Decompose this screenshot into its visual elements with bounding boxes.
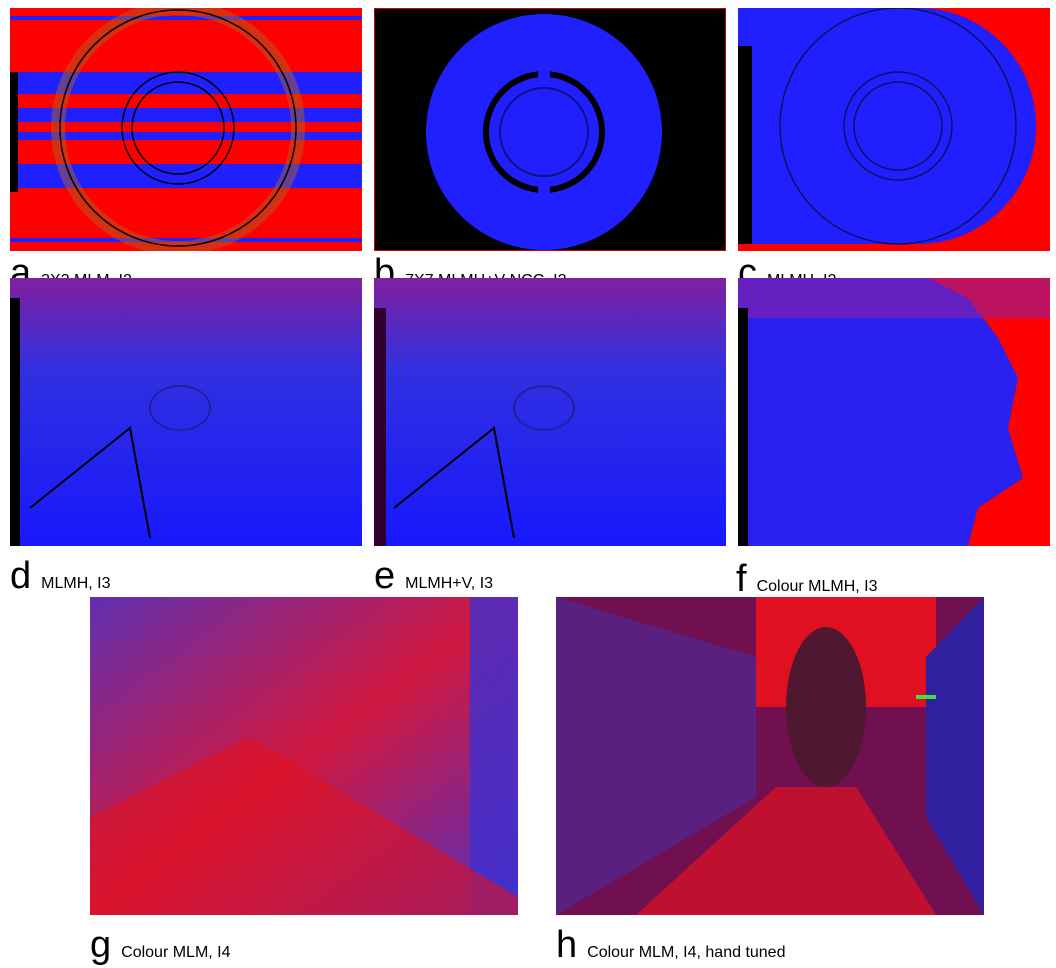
panel-label: e MLMH+V, I3	[374, 557, 493, 595]
panel-caption: Colour MLM, I4, hand tuned	[587, 944, 785, 962]
disparity-image	[556, 597, 984, 915]
panel-label: d MLMH, I3	[10, 557, 110, 595]
panel-letter: e	[374, 557, 395, 595]
disparity-image	[738, 8, 1050, 251]
disparity-image	[10, 8, 362, 251]
page: {"panels": [ {"letter": "a", "caption": …	[0, 0, 1056, 968]
panel-caption: MLMH, I3	[41, 575, 110, 593]
disparity-image	[90, 597, 518, 915]
panel-letter: g	[90, 926, 111, 964]
panel-label: g Colour MLM, I4	[90, 926, 231, 964]
panel-caption: MLMH+V, I3	[405, 575, 493, 593]
panel-caption: Colour MLM, I4	[121, 944, 230, 962]
disparity-image	[738, 278, 1050, 546]
panel-caption: Colour MLMH, I3	[757, 578, 878, 596]
panel-label: h Colour MLM, I4, hand tuned	[556, 926, 785, 964]
disparity-image	[374, 8, 726, 251]
disparity-image	[374, 278, 726, 546]
disparity-image	[10, 278, 362, 546]
panel-letter: h	[556, 926, 577, 964]
panel-label: f Colour MLMH, I3	[736, 560, 877, 598]
panel-letter: f	[736, 560, 747, 598]
panel-letter: d	[10, 557, 31, 595]
